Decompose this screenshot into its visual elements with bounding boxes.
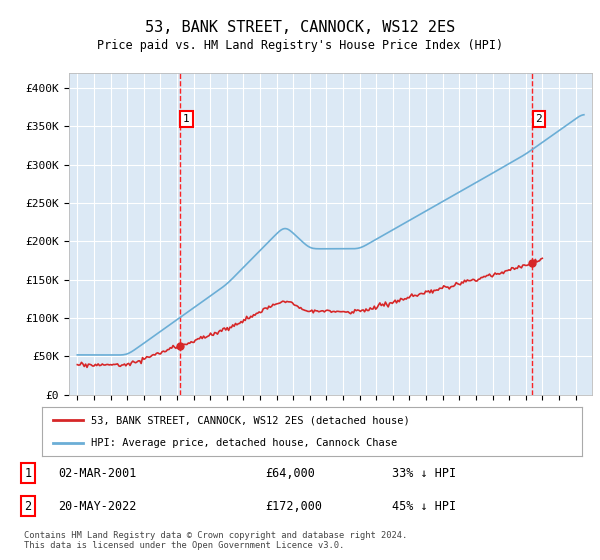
Text: 2: 2 xyxy=(535,114,542,124)
Text: £64,000: £64,000 xyxy=(265,467,316,480)
Text: 53, BANK STREET, CANNOCK, WS12 2ES (detached house): 53, BANK STREET, CANNOCK, WS12 2ES (deta… xyxy=(91,416,409,426)
Text: 33% ↓ HPI: 33% ↓ HPI xyxy=(392,467,456,480)
Text: 1: 1 xyxy=(183,114,190,124)
Text: 02-MAR-2001: 02-MAR-2001 xyxy=(58,467,136,480)
Text: 1: 1 xyxy=(25,467,32,480)
Text: £172,000: £172,000 xyxy=(265,500,322,513)
Text: Price paid vs. HM Land Registry's House Price Index (HPI): Price paid vs. HM Land Registry's House … xyxy=(97,39,503,52)
Text: HPI: Average price, detached house, Cannock Chase: HPI: Average price, detached house, Cann… xyxy=(91,438,397,448)
Text: Contains HM Land Registry data © Crown copyright and database right 2024.
This d: Contains HM Land Registry data © Crown c… xyxy=(24,531,407,550)
Text: 20-MAY-2022: 20-MAY-2022 xyxy=(58,500,136,513)
Text: 2: 2 xyxy=(25,500,32,513)
Text: 45% ↓ HPI: 45% ↓ HPI xyxy=(392,500,456,513)
Text: 53, BANK STREET, CANNOCK, WS12 2ES: 53, BANK STREET, CANNOCK, WS12 2ES xyxy=(145,20,455,35)
